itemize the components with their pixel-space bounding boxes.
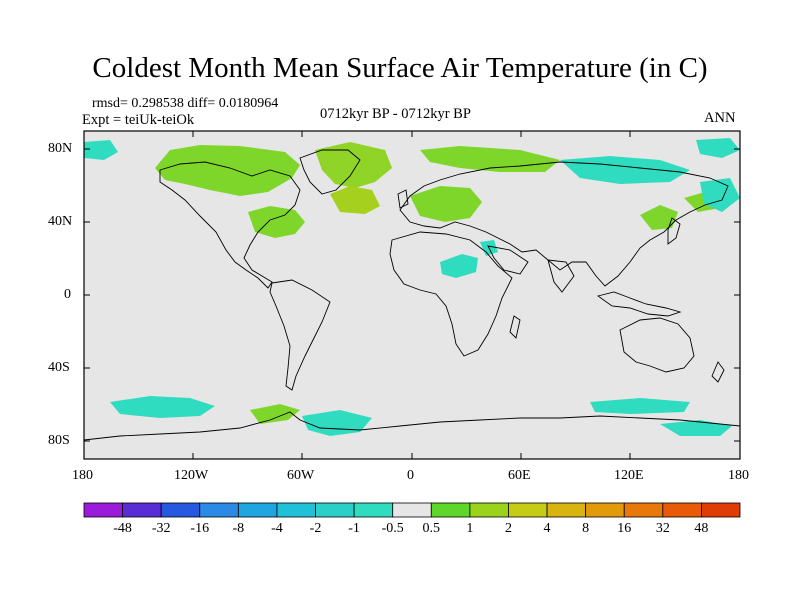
coast-arabia <box>487 245 529 275</box>
coast-britain <box>397 189 409 209</box>
legend-label: -8 <box>232 521 245 536</box>
coastlines <box>83 149 741 441</box>
x-tick-label: 0 <box>407 468 414 483</box>
legend-label: 48 <box>694 521 709 536</box>
legend-swatch <box>315 502 355 518</box>
coast-greenland <box>299 149 361 195</box>
legend-label: -1 <box>348 521 360 536</box>
anomaly-patch-cyan-ne <box>696 138 740 158</box>
legend-swatch <box>662 502 702 518</box>
anomaly-patches <box>84 138 740 436</box>
anomaly-patch-east-asia <box>640 205 678 230</box>
legend-swatch <box>83 502 123 518</box>
coast-australia <box>619 317 695 373</box>
x-tick-label: 60E <box>508 468 531 483</box>
legend-swatch <box>160 502 201 518</box>
legend-swatch <box>276 502 316 518</box>
anomaly-patch-south-indian <box>590 398 690 414</box>
anomaly-patch-cyan-nw <box>84 140 118 160</box>
coast-north-america <box>159 161 301 289</box>
anomaly-patch-south-pacific-east <box>660 420 732 436</box>
coast-japan <box>667 217 681 245</box>
coast-india <box>547 259 575 293</box>
anomaly-patch-cyan-siberia <box>560 156 690 184</box>
y-tick-label: 0 <box>64 287 71 302</box>
y-tick-label: 40N <box>48 214 73 229</box>
x-tick-label: 120E <box>614 468 644 483</box>
legend-swatch <box>353 502 394 518</box>
coast-indonesia <box>596 291 682 317</box>
legend-swatch <box>122 502 162 518</box>
coast-antarctica <box>83 411 741 441</box>
legend-swatch <box>701 502 741 518</box>
experiment-label: Expt = teiUk-teiOk <box>82 112 195 128</box>
legend-label: -48 <box>113 521 132 536</box>
legend-label: -32 <box>151 521 171 536</box>
anomaly-patch-arctic-canada <box>155 145 300 196</box>
legend-label: 4 <box>543 521 551 536</box>
axis-ticks <box>84 131 740 459</box>
anomaly-patch-north-atlantic <box>330 186 380 214</box>
legend-swatch <box>585 502 625 518</box>
legend-swatch <box>430 502 471 518</box>
legend-label: 0.5 <box>422 521 441 536</box>
anomaly-patch-north-america <box>248 206 305 238</box>
stats-text: rmsd= 0.298538 diff= 0.0180964 <box>92 96 279 111</box>
x-tick-label: 180 <box>72 468 93 483</box>
x-tick-label: 120W <box>174 468 209 483</box>
legend-label: 1 <box>466 521 474 536</box>
legend-swatch <box>237 502 278 518</box>
legend-swatch <box>199 502 239 518</box>
y-tick-label: 80S <box>48 433 70 448</box>
coast-south-america <box>269 279 331 391</box>
anomaly-patch-greenland <box>315 142 392 188</box>
legend-swatch <box>546 502 587 518</box>
legend-label: -2 <box>309 521 322 536</box>
legend-label: -4 <box>271 521 283 536</box>
period-label: 0712kyr BP - 0712kyr BP <box>320 106 471 122</box>
legend-label: -16 <box>190 521 210 536</box>
legend-label: 8 <box>582 521 590 536</box>
legend-label: 2 <box>504 521 512 536</box>
coast-new-zealand <box>711 361 725 383</box>
legend-colorbar <box>83 502 741 518</box>
chart-title: Coldest Month Mean Surface Air Temperatu… <box>92 52 708 84</box>
y-tick-label: 80N <box>48 141 73 156</box>
legend-swatch <box>469 502 509 518</box>
legend-swatch <box>392 502 432 518</box>
legend-label: 16 <box>617 521 632 536</box>
anomaly-patch-south-pacific <box>110 396 215 418</box>
anomaly-patch-europe <box>410 186 482 222</box>
y-tick-label: 40S <box>48 360 70 375</box>
legend-swatch <box>508 502 548 518</box>
season-label: ANN <box>704 110 736 126</box>
x-tick-label: 180 <box>728 468 749 483</box>
legend-label: -0.5 <box>381 521 404 536</box>
x-tick-label: 60W <box>287 468 315 483</box>
legend-label: 32 <box>655 521 670 536</box>
coast-madagascar <box>509 315 521 339</box>
anomaly-patch-antarctic-peninsula <box>250 404 300 424</box>
legend-swatch <box>623 502 664 518</box>
anomaly-patch-cyan-sahara <box>440 254 478 278</box>
coast-africa <box>389 231 513 357</box>
coast-eurasia <box>399 161 729 287</box>
